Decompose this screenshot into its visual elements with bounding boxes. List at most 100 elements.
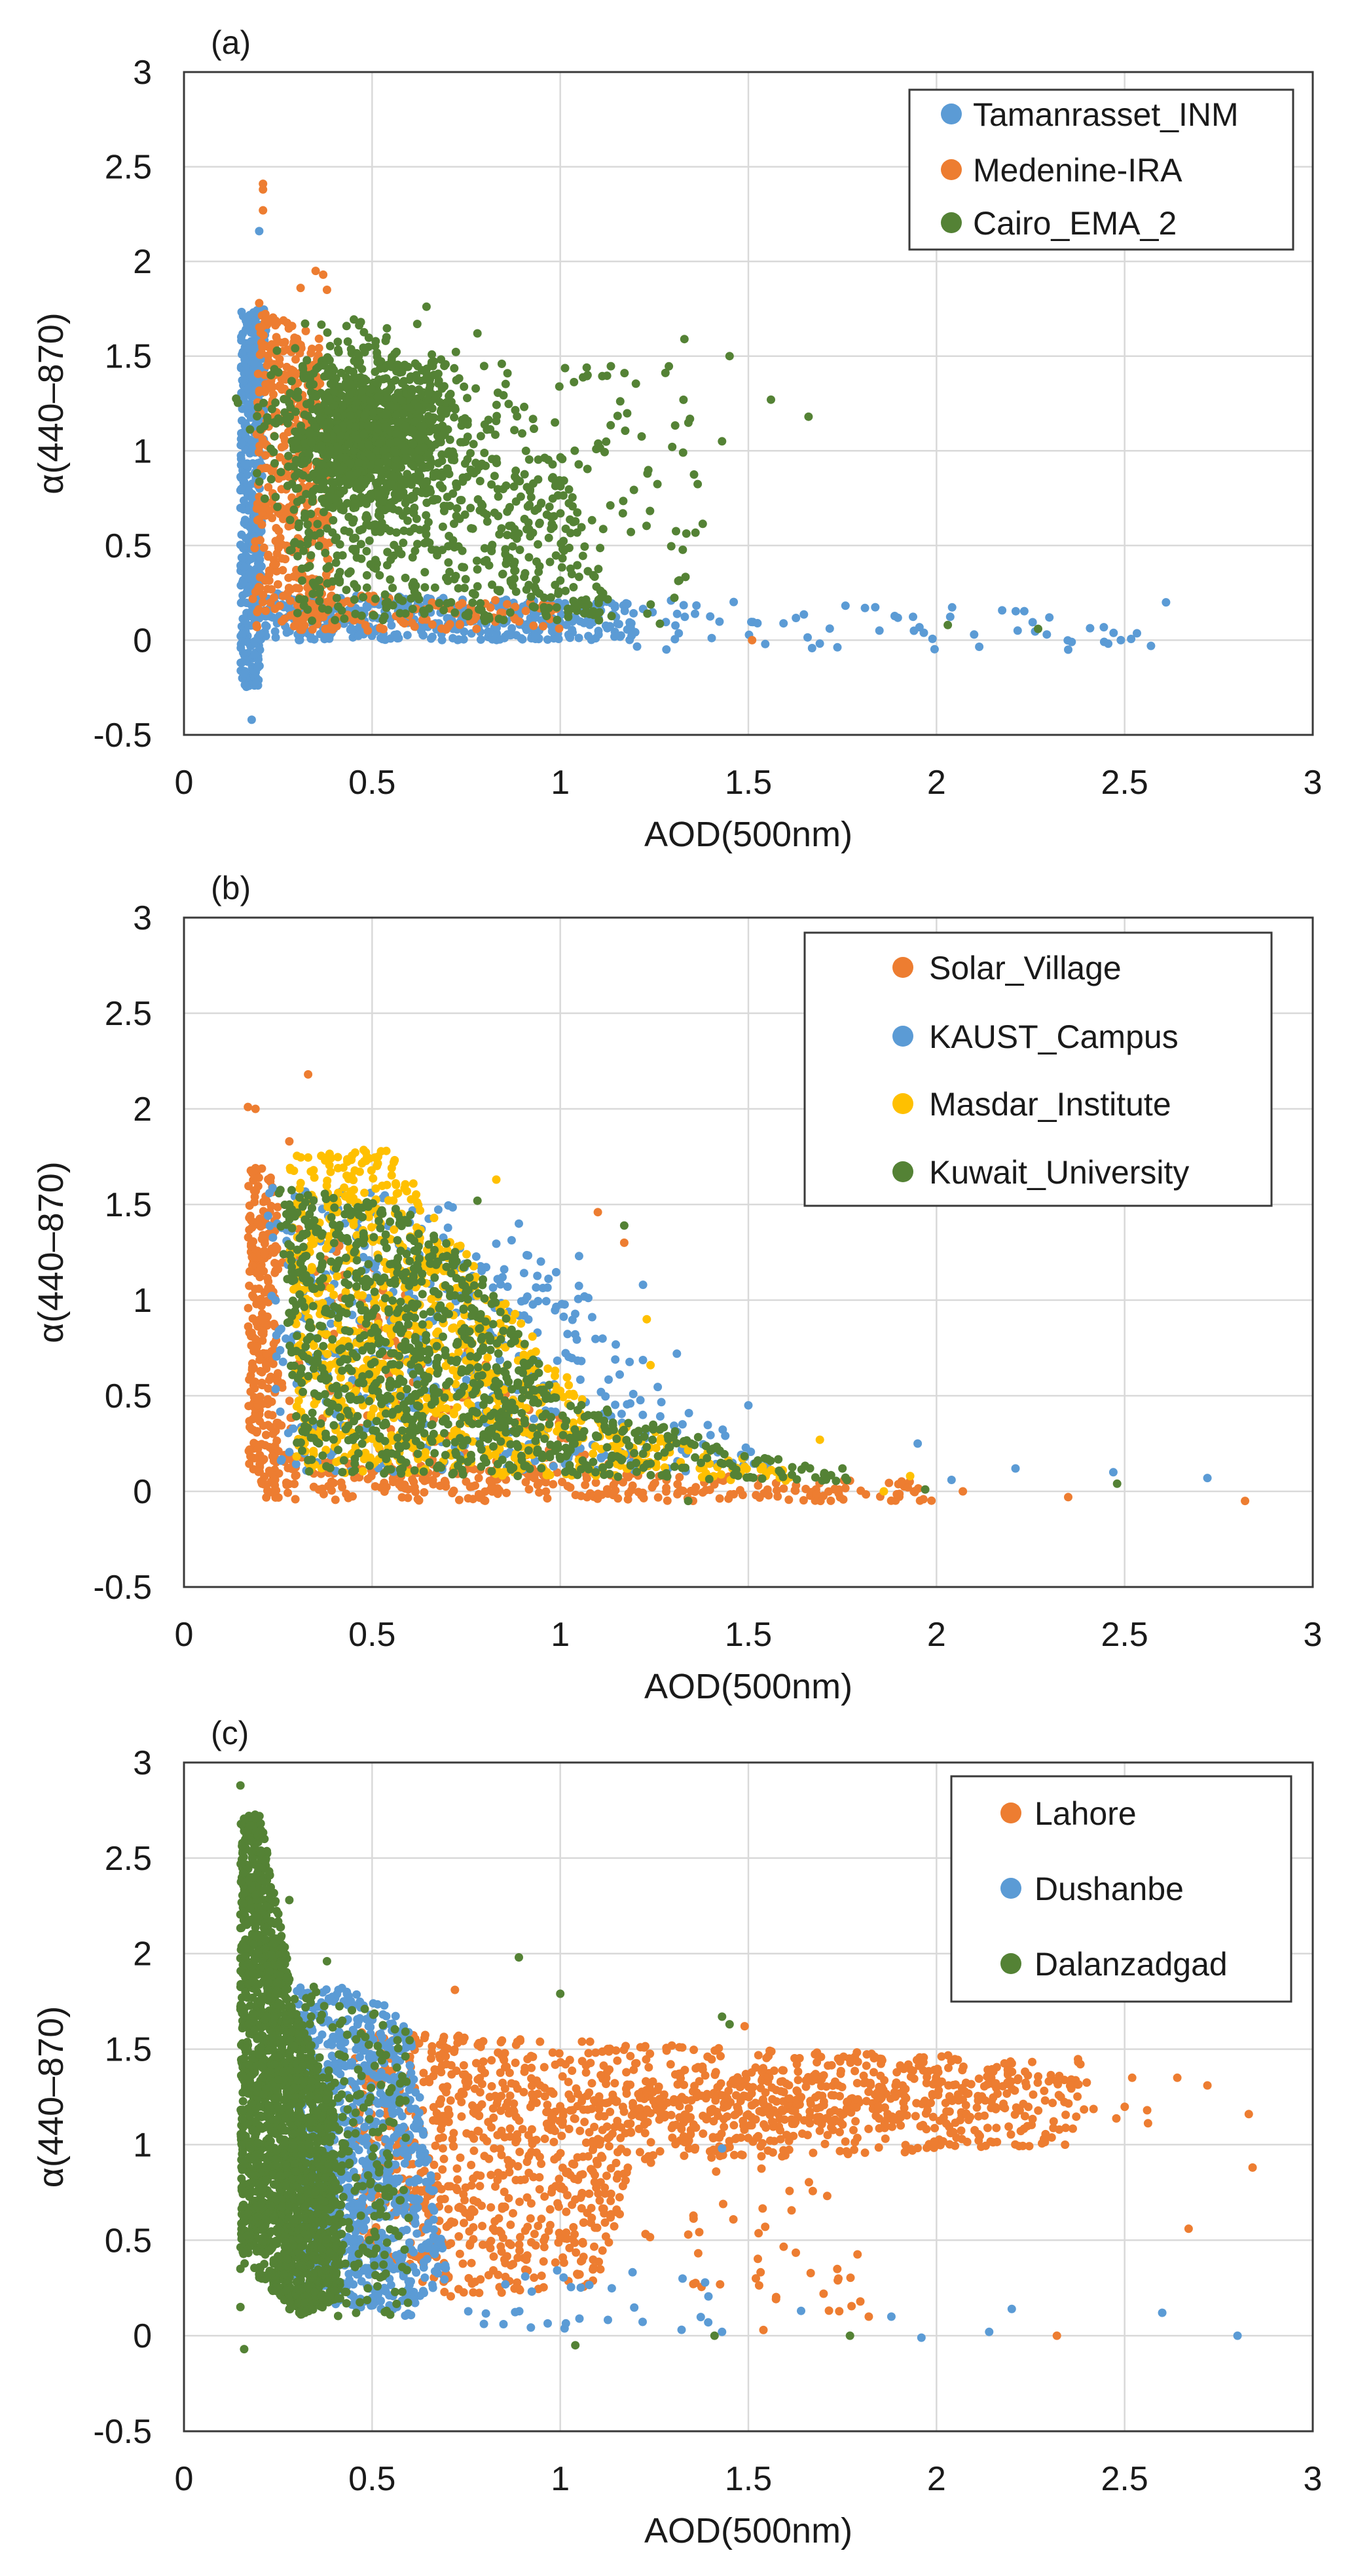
data-point bbox=[268, 513, 276, 523]
data-point bbox=[299, 373, 308, 382]
data-point bbox=[278, 1357, 287, 1366]
data-point bbox=[1028, 618, 1037, 627]
data-point bbox=[285, 1137, 294, 1146]
data-point bbox=[458, 599, 467, 608]
data-point bbox=[361, 477, 371, 486]
data-point bbox=[359, 430, 369, 439]
data-point bbox=[238, 376, 247, 385]
data-point bbox=[346, 567, 355, 576]
data-point bbox=[1067, 637, 1076, 646]
x-tick-label: 1 bbox=[551, 1616, 570, 1654]
data-point bbox=[615, 397, 625, 406]
data-point bbox=[270, 1481, 280, 1490]
data-point bbox=[653, 1493, 663, 1502]
data-point bbox=[892, 1489, 902, 1499]
data-point bbox=[247, 479, 257, 488]
data-point bbox=[323, 524, 332, 533]
data-point bbox=[662, 1484, 671, 1493]
data-point bbox=[761, 639, 770, 648]
data-point bbox=[928, 634, 937, 643]
data-point bbox=[327, 624, 337, 633]
data-point bbox=[511, 466, 521, 476]
data-point bbox=[306, 381, 315, 390]
data-point bbox=[308, 589, 318, 599]
data-point bbox=[354, 631, 363, 641]
y-tick-label: 0.5 bbox=[105, 527, 152, 565]
data-point bbox=[371, 367, 380, 377]
data-point bbox=[438, 522, 447, 531]
data-point bbox=[449, 519, 458, 529]
data-point bbox=[505, 608, 515, 617]
data-point bbox=[606, 362, 615, 371]
data-point bbox=[270, 627, 280, 636]
data-point bbox=[536, 1257, 545, 1266]
data-point bbox=[360, 411, 369, 420]
data-point bbox=[268, 1233, 278, 1242]
data-point bbox=[433, 1205, 443, 1214]
data-point bbox=[825, 624, 834, 633]
data-point bbox=[420, 463, 428, 472]
data-point bbox=[480, 449, 489, 457]
data-point bbox=[596, 1387, 606, 1396]
data-point bbox=[373, 392, 382, 401]
data-point bbox=[247, 715, 256, 724]
data-point bbox=[549, 1462, 558, 1471]
data-point bbox=[482, 555, 491, 565]
data-point bbox=[678, 1486, 687, 1495]
data-point bbox=[450, 608, 460, 617]
data-point bbox=[306, 551, 316, 560]
data-point bbox=[361, 513, 371, 522]
data-point bbox=[283, 481, 292, 491]
data-point bbox=[325, 450, 334, 459]
data-point bbox=[435, 599, 444, 608]
data-point bbox=[245, 1281, 254, 1290]
data-point bbox=[606, 501, 615, 510]
data-point bbox=[309, 369, 318, 378]
data-point bbox=[255, 1460, 265, 1469]
data-point bbox=[287, 377, 296, 386]
data-point bbox=[285, 546, 295, 555]
data-point bbox=[295, 519, 304, 528]
data-point bbox=[277, 1421, 286, 1430]
data-point bbox=[349, 1185, 358, 1195]
data-point bbox=[477, 1491, 486, 1500]
data-point bbox=[277, 443, 286, 452]
data-point bbox=[583, 371, 591, 381]
data-point bbox=[439, 506, 448, 515]
data-point bbox=[580, 1292, 589, 1301]
data-point bbox=[255, 477, 264, 486]
data-point bbox=[646, 600, 655, 609]
data-point bbox=[450, 456, 459, 464]
data-point bbox=[911, 1487, 920, 1495]
data-point bbox=[323, 579, 332, 588]
data-point bbox=[326, 1284, 335, 1293]
data-point bbox=[388, 352, 397, 362]
data-point bbox=[691, 528, 700, 537]
data-point bbox=[307, 345, 316, 354]
data-point bbox=[365, 536, 374, 545]
data-point bbox=[263, 1211, 272, 1220]
data-point bbox=[576, 1375, 585, 1384]
data-point bbox=[262, 622, 271, 631]
data-point bbox=[637, 1491, 646, 1500]
data-point bbox=[255, 299, 264, 308]
data-point bbox=[476, 635, 485, 644]
data-point bbox=[583, 464, 592, 474]
data-point bbox=[461, 610, 470, 620]
data-point bbox=[271, 1296, 280, 1305]
data-point bbox=[322, 434, 331, 443]
data-point bbox=[395, 1480, 404, 1489]
data-point bbox=[239, 477, 248, 486]
data-point bbox=[322, 286, 331, 294]
data-point bbox=[893, 613, 902, 622]
data-point bbox=[443, 464, 452, 473]
data-point bbox=[1108, 1468, 1118, 1477]
data-point bbox=[379, 447, 388, 456]
data-point bbox=[667, 542, 676, 551]
data-point bbox=[397, 367, 407, 377]
data-point bbox=[254, 1173, 263, 1182]
data-point bbox=[403, 631, 412, 640]
data-point bbox=[271, 1242, 280, 1251]
data-point bbox=[419, 443, 428, 452]
data-point bbox=[244, 384, 253, 394]
